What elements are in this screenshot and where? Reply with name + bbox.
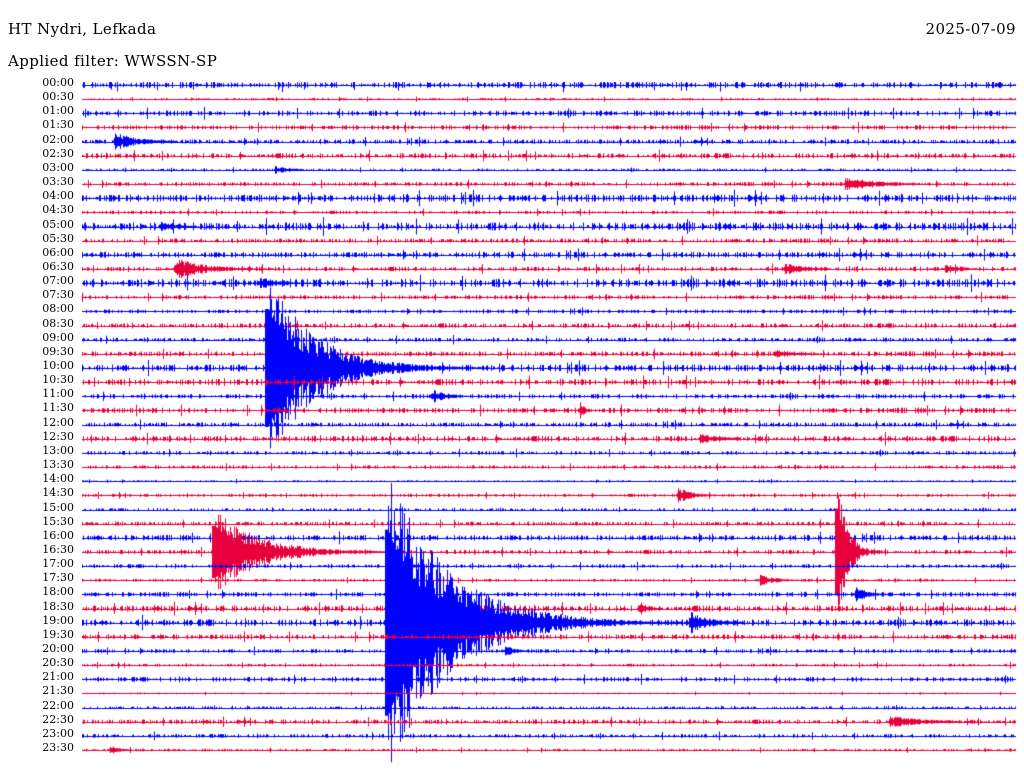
time-label: 19:00 (42, 613, 74, 627)
time-label: 19:30 (42, 627, 74, 641)
time-label: 22:00 (42, 698, 74, 712)
time-label: 05:00 (42, 217, 74, 231)
time-label: 21:30 (42, 684, 74, 698)
time-axis: 00:00 00:30 01:00 01:30 02:00 02:30 03:00 03:30… (0, 0, 80, 780)
time-label: 17:00 (42, 557, 74, 571)
time-label: 15:30 (42, 514, 74, 528)
time-label: 14:30 (42, 486, 74, 500)
time-label: 06:00 (42, 245, 74, 259)
time-label: 02:30 (42, 146, 74, 160)
time-label: 18:00 (42, 585, 74, 599)
time-label: 23:30 (42, 741, 74, 755)
time-label: 22:30 (42, 712, 74, 726)
time-label: 08:30 (42, 316, 74, 330)
time-label: 05:30 (42, 231, 74, 245)
time-label: 10:00 (42, 359, 74, 372)
time-label: 00:30 (42, 90, 74, 104)
time-label: 15:00 (42, 500, 74, 514)
time-label: 08:00 (42, 302, 74, 316)
time-label: 16:00 (42, 528, 74, 542)
time-label: 23:00 (42, 726, 74, 740)
seismogram-canvas (82, 82, 1024, 777)
time-label: 01:00 (42, 104, 74, 118)
time-label: 12:30 (42, 429, 74, 443)
time-label: 07:30 (42, 288, 74, 302)
time-label: 20:00 (42, 642, 74, 655)
record-date: 2025-07-09 (925, 20, 1016, 38)
time-label: 02:00 (42, 132, 74, 146)
time-label: 18:30 (42, 599, 74, 613)
time-label: 14:00 (42, 472, 74, 486)
time-label: 07:00 (42, 274, 74, 288)
time-label: 01:30 (42, 118, 74, 132)
time-label: 10:30 (42, 373, 74, 387)
time-label: 11:00 (42, 387, 74, 401)
time-label: 16:30 (42, 542, 74, 556)
time-label: 00:00 (42, 76, 74, 89)
time-label: 20:30 (42, 656, 74, 670)
time-label: 13:00 (42, 443, 74, 457)
time-label: 11:30 (42, 401, 74, 415)
time-label: 04:00 (42, 189, 74, 203)
time-label: 09:00 (42, 330, 74, 344)
time-label: 21:00 (42, 670, 74, 684)
time-label: 03:30 (42, 175, 74, 189)
time-label: 03:00 (42, 160, 74, 174)
time-label: 13:30 (42, 458, 74, 472)
page-title: HT Nydri, Lefkada (8, 20, 157, 38)
time-label: 09:30 (42, 344, 74, 358)
applied-filter-label: Applied filter: WWSSN-SP (8, 52, 218, 70)
time-label: 17:30 (42, 571, 74, 585)
time-label: 04:30 (42, 203, 74, 217)
time-label: 12:00 (42, 415, 74, 429)
time-label: 06:30 (42, 259, 74, 273)
